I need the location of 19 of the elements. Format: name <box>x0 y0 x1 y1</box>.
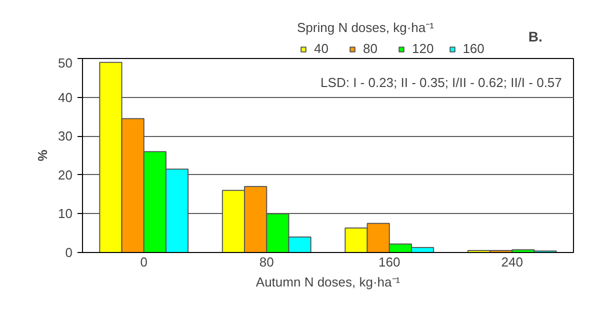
x-tick-label: 0 <box>140 254 148 270</box>
legend-label: 40 <box>314 41 330 56</box>
text: B. <box>528 28 542 44</box>
y-tick-label: 30 <box>58 128 73 144</box>
x-axis-title: Autumn N doses, kg·ha⁻¹ <box>256 274 401 290</box>
legend-label: 160 <box>462 41 484 56</box>
x-tick-label: 240 <box>501 254 523 270</box>
y-tick-label: 10 <box>58 206 73 222</box>
y-tick-label: 40 <box>58 90 73 105</box>
legend-label: 80 <box>363 41 378 56</box>
x-tick-label: 80 <box>259 254 274 270</box>
y-axis-title: % <box>35 149 50 162</box>
legend-label: 120 <box>412 41 434 56</box>
y-tick-label: 20 <box>58 167 73 182</box>
y-tick-label: 50 <box>58 56 73 70</box>
x-tick-label: 160 <box>378 254 400 270</box>
y-tick-label: 0 <box>65 245 73 260</box>
annotation: LSD: I - 0.23; II - 0.35; I/II - 0.62; II/I - 0.57 <box>320 75 562 90</box>
legend-title: Spring N doses, kg·ha⁻¹ <box>297 19 435 36</box>
